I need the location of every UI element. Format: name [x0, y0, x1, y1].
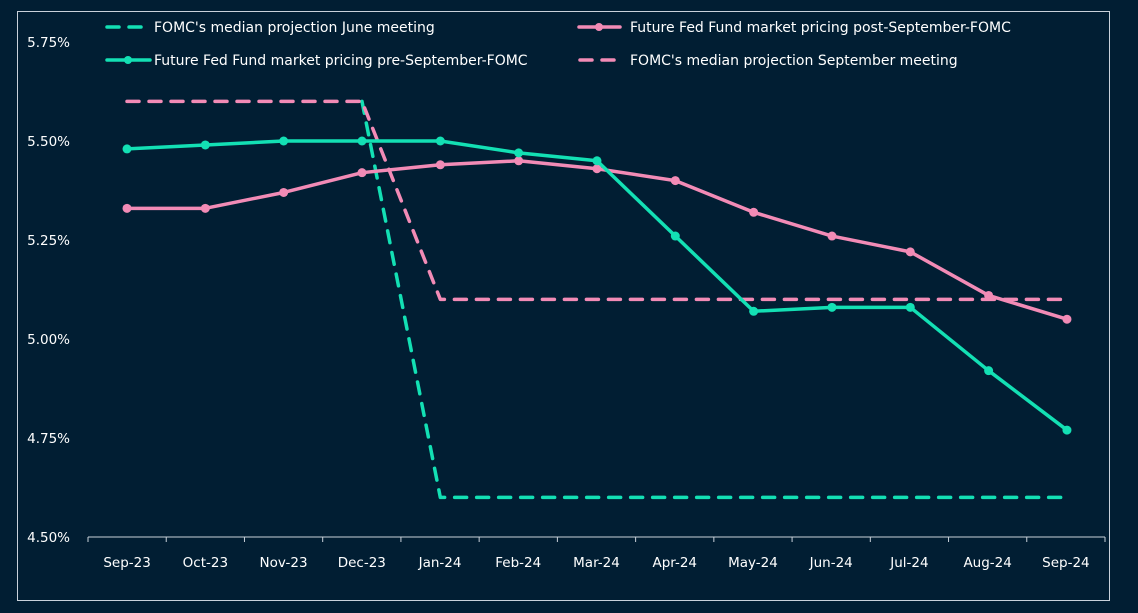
data-point[interactable] [670, 231, 680, 241]
series-future-fed-fund-market-pricing-pre-september-fomc [122, 136, 1072, 435]
legend-label-pre-september: Future Fed Fund market pricing pre-Septe… [154, 53, 528, 69]
series-line-future-fed-fund-market-pricing-pre-september-fomc [125, 139, 1069, 432]
y-tick-label: 4.75% [27, 431, 70, 447]
x-tick-label: Aug-24 [963, 555, 1011, 571]
x-tick-label: Dec-23 [338, 555, 386, 571]
series-line-fomc-s-median-projection-june-meeting [360, 99, 1069, 500]
data-point[interactable] [670, 176, 680, 186]
data-point[interactable] [827, 231, 837, 241]
x-tick-label: Jun-24 [809, 555, 853, 571]
legend-item-june-projection[interactable]: FOMC's median projection June meeting [105, 20, 435, 36]
y-tick-label: 4.50% [27, 530, 70, 546]
data-point[interactable] [279, 187, 289, 197]
data-point[interactable] [984, 366, 994, 376]
y-tick-label: 5.50% [27, 134, 70, 150]
data-point[interactable] [200, 140, 210, 150]
y-axis: 4.50% 4.75% 5.00% 5.25% 5.50% 5.75% [27, 35, 70, 546]
data-point[interactable] [279, 136, 289, 146]
data-point[interactable] [435, 160, 445, 170]
data-point[interactable] [357, 168, 367, 178]
x-axis: Sep-23 Oct-23 Nov-23 Dec-23 Jan-24 Feb-24 Mar-… [87, 536, 1106, 571]
legend-marker-post-september [595, 23, 603, 31]
series-fomc-s-median-projection-september-meeting [125, 99, 1069, 302]
legend-item-pre-september[interactable]: Future Fed Fund market pricing pre-Septe… [105, 53, 528, 69]
data-point[interactable] [200, 203, 210, 213]
legend-label-post-september: Future Fed Fund market pricing post-Sept… [630, 20, 1011, 36]
y-tick-label: 5.00% [27, 332, 70, 348]
y-tick-label: 5.25% [27, 233, 70, 249]
x-tick-label: May-24 [728, 555, 778, 571]
x-tick-label: Feb-24 [495, 555, 541, 571]
data-point[interactable] [984, 290, 994, 300]
data-point[interactable] [749, 306, 759, 316]
series-line-future-fed-fund-market-pricing-post-september-fomc [125, 159, 1069, 321]
series-layer [122, 99, 1072, 500]
x-tick-label: Sep-23 [103, 555, 151, 571]
x-tick-label: Mar-24 [573, 555, 620, 571]
data-point[interactable] [435, 136, 445, 146]
data-point[interactable] [357, 136, 367, 146]
series-future-fed-fund-market-pricing-post-september-fomc [122, 156, 1072, 324]
legend-item-post-september[interactable]: Future Fed Fund market pricing post-Sept… [577, 20, 1011, 36]
x-tick-label: Apr-24 [652, 555, 697, 571]
data-point[interactable] [592, 156, 602, 166]
data-point[interactable] [514, 156, 524, 166]
data-point[interactable] [749, 207, 759, 217]
data-point[interactable] [592, 164, 602, 174]
legend: FOMC's median projection June meeting Fu… [105, 20, 1011, 69]
data-point[interactable] [1062, 425, 1072, 435]
legend-label-june-projection: FOMC's median projection June meeting [154, 20, 435, 36]
data-point[interactable] [905, 302, 915, 312]
chart-frame [17, 11, 1110, 601]
x-tick-label: Jul-24 [889, 555, 928, 571]
x-tick-label: Jan-24 [418, 555, 462, 571]
legend-label-september-projection: FOMC's median projection September meeti… [630, 53, 958, 69]
x-tick-label: Nov-23 [260, 555, 308, 571]
legend-item-september-projection[interactable]: FOMC's median projection September meeti… [578, 53, 958, 69]
y-tick-label: 5.75% [27, 35, 70, 51]
x-tick-label: Oct-23 [183, 555, 228, 571]
x-tick-label: Sep-24 [1042, 555, 1090, 571]
data-point[interactable] [1062, 314, 1072, 324]
data-point[interactable] [905, 247, 915, 257]
series-line-fomc-s-median-projection-september-meeting [125, 99, 1069, 302]
data-point[interactable] [122, 203, 132, 213]
data-point[interactable] [122, 144, 132, 154]
legend-marker-pre-september [124, 56, 132, 64]
data-point[interactable] [827, 302, 837, 312]
series-fomc-s-median-projection-june-meeting [360, 99, 1069, 500]
data-point[interactable] [514, 148, 524, 158]
